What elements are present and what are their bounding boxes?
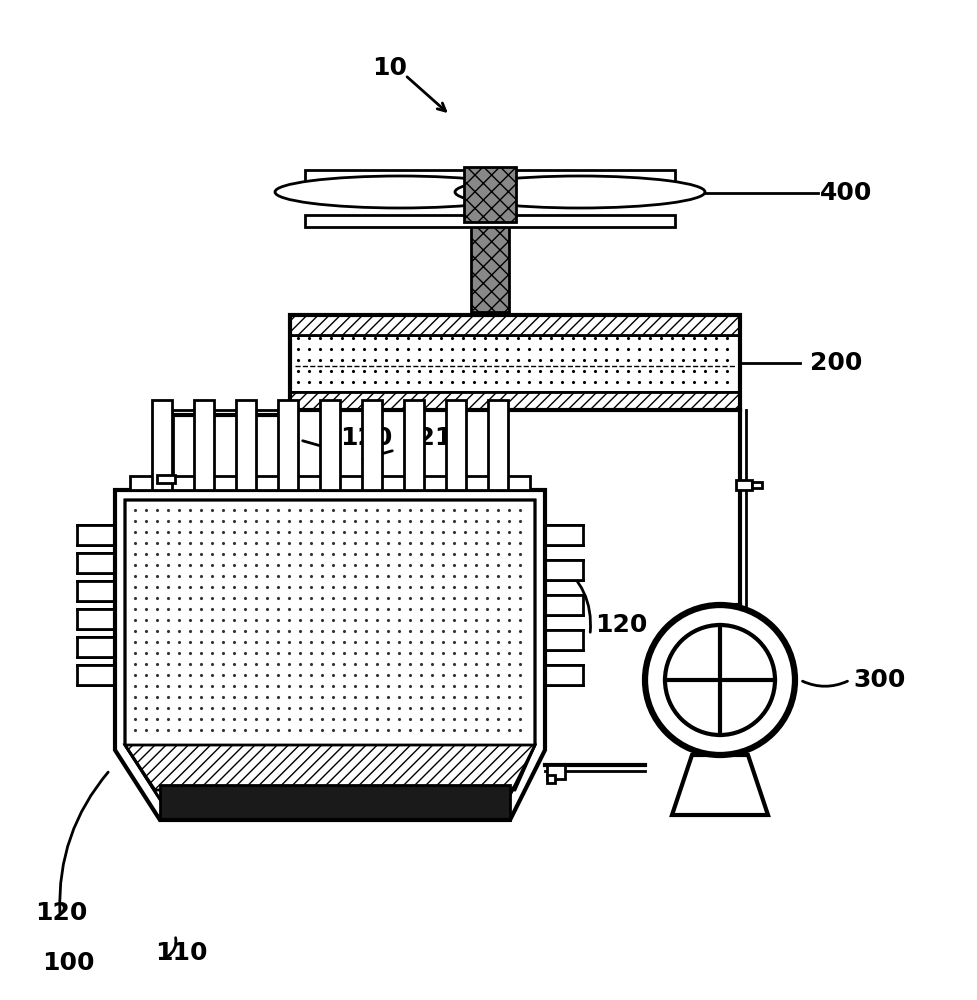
Bar: [736, 480, 751, 490]
Polygon shape: [671, 755, 767, 815]
Bar: [751, 482, 761, 488]
Bar: [235, 400, 256, 490]
Bar: [77, 665, 115, 685]
Bar: [151, 400, 172, 490]
Bar: [488, 400, 507, 490]
Bar: [319, 400, 340, 490]
Text: 100: 100: [42, 951, 95, 975]
Bar: [193, 400, 214, 490]
Bar: [544, 525, 582, 545]
Ellipse shape: [454, 176, 704, 208]
Bar: [544, 630, 582, 650]
Bar: [471, 222, 508, 312]
Bar: [77, 637, 115, 657]
Bar: [77, 609, 115, 629]
Bar: [77, 525, 115, 545]
Ellipse shape: [275, 176, 525, 208]
Text: 10: 10: [372, 56, 407, 80]
Bar: [404, 400, 424, 490]
Bar: [463, 167, 516, 222]
Polygon shape: [125, 745, 534, 790]
Bar: [277, 400, 298, 490]
Bar: [77, 553, 115, 573]
Polygon shape: [125, 500, 534, 815]
Text: 120: 120: [594, 613, 647, 637]
Bar: [290, 335, 740, 392]
Bar: [290, 315, 740, 335]
Bar: [546, 765, 565, 779]
Text: 110: 110: [154, 941, 207, 965]
Bar: [130, 476, 530, 490]
Circle shape: [645, 605, 794, 755]
Text: 120: 120: [35, 901, 87, 925]
Text: 120: 120: [340, 426, 392, 450]
Bar: [361, 400, 382, 490]
Bar: [305, 215, 674, 227]
Polygon shape: [160, 785, 509, 820]
Text: 300: 300: [852, 668, 905, 692]
Text: 400: 400: [819, 181, 871, 205]
Bar: [544, 665, 582, 685]
Bar: [157, 475, 175, 483]
Bar: [546, 775, 554, 783]
Bar: [305, 170, 674, 182]
Bar: [290, 392, 740, 410]
Bar: [446, 400, 465, 490]
Bar: [544, 595, 582, 615]
Text: 121: 121: [400, 426, 452, 450]
Text: 200: 200: [809, 351, 862, 374]
Circle shape: [664, 625, 774, 735]
Bar: [290, 315, 740, 410]
Bar: [77, 581, 115, 601]
Bar: [544, 560, 582, 580]
